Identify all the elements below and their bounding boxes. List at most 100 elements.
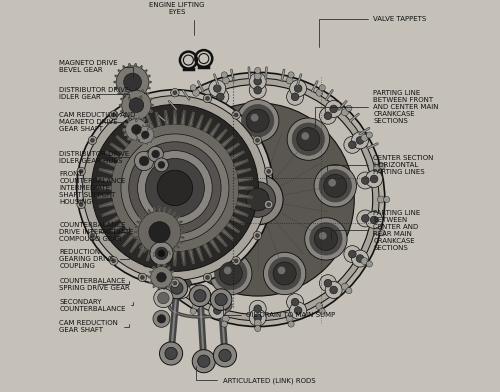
Circle shape bbox=[374, 228, 380, 235]
Polygon shape bbox=[116, 136, 128, 147]
Circle shape bbox=[268, 257, 301, 290]
Circle shape bbox=[290, 302, 306, 319]
Circle shape bbox=[206, 276, 210, 279]
Circle shape bbox=[148, 134, 154, 142]
Polygon shape bbox=[130, 240, 140, 252]
Circle shape bbox=[267, 203, 270, 207]
Circle shape bbox=[77, 200, 86, 209]
Circle shape bbox=[173, 179, 181, 187]
Circle shape bbox=[352, 132, 368, 149]
Circle shape bbox=[152, 255, 159, 262]
Circle shape bbox=[304, 218, 347, 260]
Polygon shape bbox=[174, 111, 176, 124]
Text: MAGNETO DRIVE
BEVEL GEAR: MAGNETO DRIVE BEVEL GEAR bbox=[60, 60, 132, 77]
Polygon shape bbox=[137, 221, 141, 224]
Circle shape bbox=[232, 111, 240, 119]
Circle shape bbox=[288, 321, 294, 327]
Circle shape bbox=[362, 214, 369, 222]
Polygon shape bbox=[188, 113, 194, 126]
Polygon shape bbox=[118, 70, 121, 73]
Text: ENGINE LIFTING
EYES: ENGINE LIFTING EYES bbox=[149, 2, 204, 35]
Circle shape bbox=[278, 267, 285, 274]
Polygon shape bbox=[146, 143, 148, 145]
Circle shape bbox=[314, 227, 338, 250]
Polygon shape bbox=[178, 221, 182, 224]
Circle shape bbox=[210, 289, 232, 310]
Circle shape bbox=[178, 105, 186, 113]
Circle shape bbox=[170, 279, 179, 287]
Circle shape bbox=[221, 72, 228, 78]
Circle shape bbox=[254, 319, 261, 326]
Circle shape bbox=[161, 103, 354, 296]
Circle shape bbox=[297, 127, 320, 151]
Circle shape bbox=[159, 250, 167, 258]
Circle shape bbox=[184, 279, 192, 287]
Polygon shape bbox=[133, 140, 135, 142]
Circle shape bbox=[242, 105, 274, 137]
Circle shape bbox=[143, 261, 149, 267]
Circle shape bbox=[357, 172, 374, 189]
Polygon shape bbox=[98, 178, 112, 182]
Polygon shape bbox=[176, 245, 180, 248]
Polygon shape bbox=[156, 250, 161, 263]
Polygon shape bbox=[168, 210, 170, 214]
Circle shape bbox=[142, 85, 372, 314]
Polygon shape bbox=[135, 134, 137, 136]
Circle shape bbox=[152, 150, 160, 158]
Polygon shape bbox=[146, 123, 148, 125]
Circle shape bbox=[77, 167, 86, 176]
Circle shape bbox=[156, 272, 166, 282]
Circle shape bbox=[164, 170, 196, 202]
Polygon shape bbox=[222, 136, 234, 147]
Circle shape bbox=[148, 146, 164, 162]
Circle shape bbox=[110, 257, 118, 265]
Circle shape bbox=[314, 165, 356, 207]
Circle shape bbox=[319, 170, 352, 202]
Circle shape bbox=[209, 302, 226, 319]
Circle shape bbox=[316, 303, 323, 310]
Circle shape bbox=[186, 118, 228, 160]
Circle shape bbox=[379, 163, 386, 169]
Polygon shape bbox=[216, 235, 227, 246]
Circle shape bbox=[140, 276, 144, 279]
Circle shape bbox=[158, 162, 165, 168]
Circle shape bbox=[90, 234, 94, 238]
Polygon shape bbox=[168, 285, 170, 288]
Circle shape bbox=[310, 223, 342, 255]
Circle shape bbox=[286, 294, 304, 310]
Circle shape bbox=[324, 112, 332, 120]
Polygon shape bbox=[148, 251, 151, 255]
Circle shape bbox=[370, 175, 378, 183]
Circle shape bbox=[131, 196, 138, 203]
Circle shape bbox=[209, 80, 226, 97]
Circle shape bbox=[76, 90, 273, 286]
Circle shape bbox=[249, 73, 266, 90]
Circle shape bbox=[264, 167, 273, 176]
Polygon shape bbox=[174, 252, 176, 265]
Circle shape bbox=[215, 294, 228, 306]
Circle shape bbox=[264, 252, 306, 295]
Circle shape bbox=[319, 308, 326, 314]
Polygon shape bbox=[130, 89, 132, 92]
Circle shape bbox=[130, 163, 136, 169]
Circle shape bbox=[154, 246, 172, 263]
Circle shape bbox=[138, 175, 145, 183]
Circle shape bbox=[92, 105, 258, 271]
Circle shape bbox=[324, 279, 332, 287]
Circle shape bbox=[356, 136, 364, 144]
Circle shape bbox=[316, 89, 323, 96]
Circle shape bbox=[189, 285, 210, 307]
Polygon shape bbox=[146, 125, 148, 127]
Circle shape bbox=[330, 105, 338, 113]
Polygon shape bbox=[111, 143, 124, 153]
Polygon shape bbox=[98, 194, 112, 198]
Circle shape bbox=[200, 132, 208, 140]
Circle shape bbox=[159, 141, 167, 149]
Circle shape bbox=[212, 294, 229, 310]
Circle shape bbox=[122, 91, 151, 120]
Circle shape bbox=[142, 172, 158, 189]
Circle shape bbox=[214, 257, 247, 290]
Circle shape bbox=[254, 78, 262, 85]
Circle shape bbox=[170, 89, 179, 97]
Polygon shape bbox=[154, 252, 156, 257]
